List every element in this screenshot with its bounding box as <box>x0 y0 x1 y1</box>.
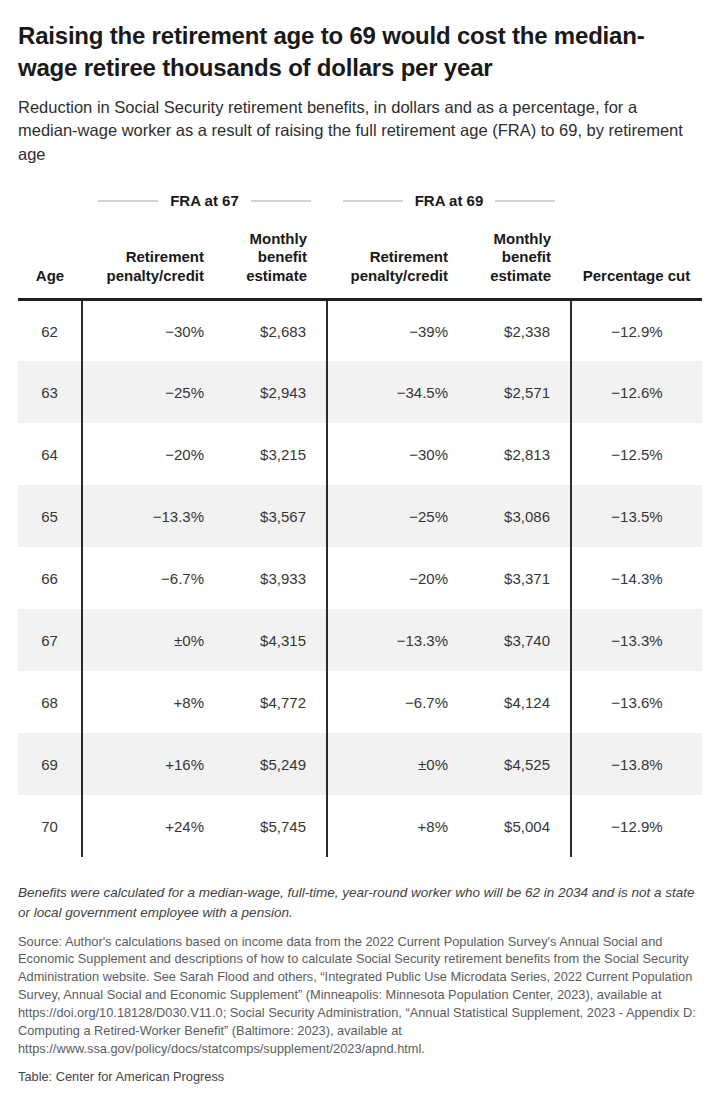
cell-fra67-penalty: +16% <box>82 733 224 795</box>
cell-fra67-penalty: −30% <box>82 299 224 361</box>
cell-percentage-cut: −12.5% <box>571 423 702 485</box>
methodology-note: Benefits were calculated for a median-wa… <box>18 883 702 922</box>
table-credit: Table: Center for American Progress <box>18 1069 702 1086</box>
page-subtitle: Reduction in Social Security retirement … <box>18 96 700 165</box>
group-label-fra69: FRA at 69 <box>415 192 484 209</box>
cell-age: 64 <box>18 423 82 485</box>
dash-line-right <box>495 200 555 202</box>
col-header-fra67-penalty: Retirement penalty/credit <box>82 230 224 300</box>
cell-fra67-penalty: +24% <box>82 795 224 857</box>
table-row: 62 −30% $2,683 −39% $2,338 −12.9% <box>18 299 702 361</box>
col-header-fra69-penalty: Retirement penalty/credit <box>327 230 468 300</box>
cell-fra67-benefit: $5,249 <box>224 733 327 795</box>
cell-fra67-benefit: $3,215 <box>224 423 327 485</box>
cell-percentage-cut: −12.6% <box>571 361 702 423</box>
dash-line-left <box>343 200 403 202</box>
cell-fra67-benefit: $2,683 <box>224 299 327 361</box>
table-row: 66 −6.7% $3,933 −20% $3,371 −14.3% <box>18 547 702 609</box>
group-label-fra67: FRA at 67 <box>170 192 239 209</box>
cell-percentage-cut: −13.3% <box>571 609 702 671</box>
cell-fra69-penalty: −30% <box>327 423 468 485</box>
cell-fra69-benefit: $3,086 <box>468 485 571 547</box>
table-row: 65 −13.3% $3,567 −25% $3,086 −13.5% <box>18 485 702 547</box>
table-row: 67 ±0% $4,315 −13.3% $3,740 −13.3% <box>18 609 702 671</box>
source-text: Source: Author's calculations based on i… <box>18 933 702 1058</box>
cell-fra67-penalty: −20% <box>82 423 224 485</box>
infographic-page: Raising the retirement age to 69 would c… <box>0 0 720 1097</box>
cell-fra69-benefit: $2,571 <box>468 361 571 423</box>
table-row: 63 −25% $2,943 −34.5% $2,571 −12.6% <box>18 361 702 423</box>
cell-percentage-cut: −14.3% <box>571 547 702 609</box>
table-header: Age Retirement penalty/credit Monthly be… <box>18 230 702 300</box>
cell-fra69-benefit: $4,124 <box>468 671 571 733</box>
cell-fra69-benefit: $3,740 <box>468 609 571 671</box>
cell-fra67-benefit: $3,567 <box>224 485 327 547</box>
cell-percentage-cut: −12.9% <box>571 795 702 857</box>
cell-fra69-penalty: −6.7% <box>327 671 468 733</box>
cell-fra67-penalty: −6.7% <box>82 547 224 609</box>
cell-fra69-penalty: +8% <box>327 795 468 857</box>
group-header-fra69: FRA at 69 <box>327 190 571 212</box>
cell-fra69-benefit: $3,371 <box>468 547 571 609</box>
cell-fra67-penalty: ±0% <box>82 609 224 671</box>
benefits-table: Age Retirement penalty/credit Monthly be… <box>18 230 702 858</box>
table-row: 64 −20% $3,215 −30% $2,813 −12.5% <box>18 423 702 485</box>
cell-percentage-cut: −13.5% <box>571 485 702 547</box>
table-row: 69 +16% $5,249 ±0% $4,525 −13.8% <box>18 733 702 795</box>
cell-fra67-benefit: $4,772 <box>224 671 327 733</box>
cell-fra69-benefit: $5,004 <box>468 795 571 857</box>
cell-age: 70 <box>18 795 82 857</box>
table-row: 68 +8% $4,772 −6.7% $4,124 −13.6% <box>18 671 702 733</box>
cell-age: 63 <box>18 361 82 423</box>
cell-fra67-benefit: $4,315 <box>224 609 327 671</box>
cell-age: 68 <box>18 671 82 733</box>
cell-percentage-cut: −12.9% <box>571 299 702 361</box>
cell-fra67-benefit: $2,943 <box>224 361 327 423</box>
cell-age: 67 <box>18 609 82 671</box>
cell-percentage-cut: −13.8% <box>571 733 702 795</box>
table-row: 70 +24% $5,745 +8% $5,004 −12.9% <box>18 795 702 857</box>
cell-fra67-benefit: $5,745 <box>224 795 327 857</box>
cell-fra67-penalty: −13.3% <box>82 485 224 547</box>
dash-line-left <box>98 200 158 202</box>
cell-age: 65 <box>18 485 82 547</box>
col-header-percentage-cut: Percentage cut <box>571 230 702 300</box>
page-title: Raising the retirement age to 69 would c… <box>18 20 702 83</box>
col-header-age: Age <box>18 230 82 300</box>
cell-fra69-penalty: −20% <box>327 547 468 609</box>
cell-fra69-penalty: −13.3% <box>327 609 468 671</box>
cell-fra69-penalty: −25% <box>327 485 468 547</box>
group-header-row: FRA at 67 FRA at 69 <box>18 190 702 212</box>
col-header-fra69-benefit: Monthly benefit estimate <box>468 230 571 300</box>
cell-age: 62 <box>18 299 82 361</box>
col-header-fra67-benefit: Monthly benefit estimate <box>224 230 327 300</box>
cell-age: 69 <box>18 733 82 795</box>
group-header-fra67: FRA at 67 <box>82 190 327 212</box>
table-body: 62 −30% $2,683 −39% $2,338 −12.9% 63 −25… <box>18 299 702 857</box>
cell-fra69-penalty: ±0% <box>327 733 468 795</box>
header-row: Age Retirement penalty/credit Monthly be… <box>18 230 702 300</box>
cell-fra67-benefit: $3,933 <box>224 547 327 609</box>
cell-fra69-benefit: $2,338 <box>468 299 571 361</box>
cell-percentage-cut: −13.6% <box>571 671 702 733</box>
dash-line-right <box>251 200 311 202</box>
cell-fra69-penalty: −39% <box>327 299 468 361</box>
cell-fra69-penalty: −34.5% <box>327 361 468 423</box>
cell-fra67-penalty: −25% <box>82 361 224 423</box>
cell-fra69-benefit: $2,813 <box>468 423 571 485</box>
cell-age: 66 <box>18 547 82 609</box>
cell-fra69-benefit: $4,525 <box>468 733 571 795</box>
cell-fra67-penalty: +8% <box>82 671 224 733</box>
